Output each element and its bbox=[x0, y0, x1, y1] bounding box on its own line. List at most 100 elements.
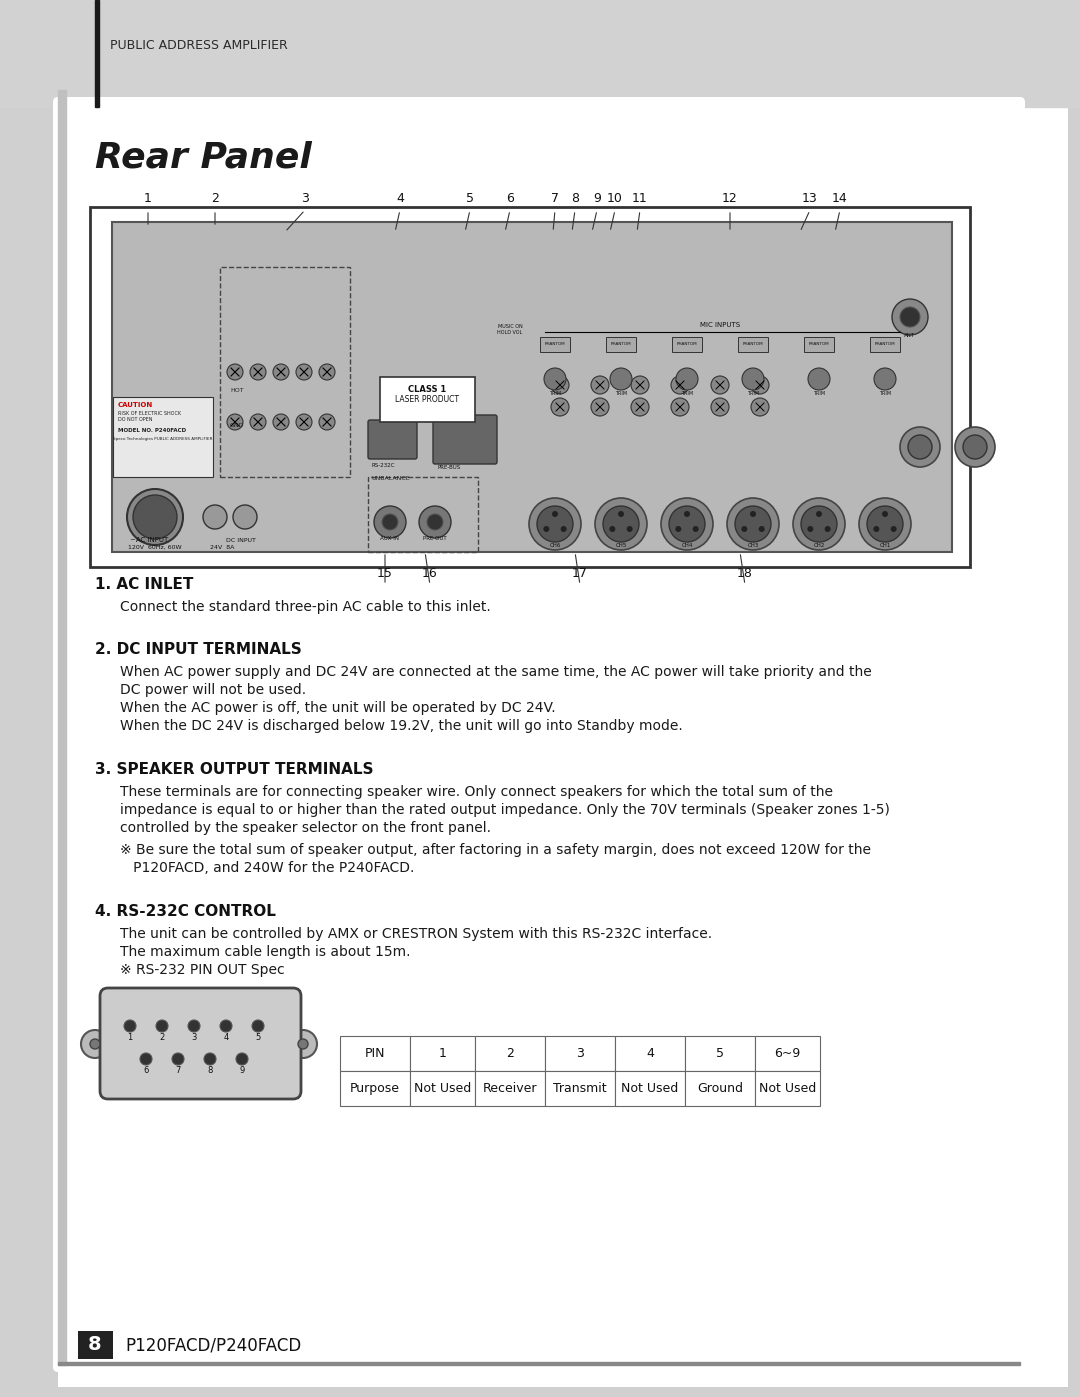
Text: RISK OF ELECTRIC SHOCK: RISK OF ELECTRIC SHOCK bbox=[118, 411, 181, 416]
Circle shape bbox=[808, 527, 813, 532]
Bar bbox=[545, 1037, 615, 1071]
Circle shape bbox=[203, 504, 227, 529]
Text: TRIM: TRIM bbox=[813, 391, 825, 395]
Circle shape bbox=[751, 398, 769, 416]
Circle shape bbox=[124, 1020, 136, 1032]
Text: DC power will not be used.: DC power will not be used. bbox=[120, 683, 306, 697]
Circle shape bbox=[661, 497, 713, 550]
Bar bbox=[368, 476, 478, 552]
Text: 1: 1 bbox=[144, 191, 152, 205]
Bar bbox=[672, 337, 702, 352]
Text: CH4: CH4 bbox=[681, 543, 692, 548]
Circle shape bbox=[741, 527, 747, 532]
Text: CH6: CH6 bbox=[550, 543, 561, 548]
Text: When the AC power is off, the unit will be operated by DC 24V.: When the AC power is off, the unit will … bbox=[120, 701, 555, 715]
Bar bbox=[90, 207, 970, 567]
Circle shape bbox=[675, 527, 681, 532]
Text: 5: 5 bbox=[255, 1032, 260, 1042]
Text: 4: 4 bbox=[224, 1032, 229, 1042]
Bar bbox=[112, 222, 951, 552]
Bar bbox=[540, 337, 570, 352]
Circle shape bbox=[626, 527, 633, 532]
Text: controlled by the speaker selector on the front panel.: controlled by the speaker selector on th… bbox=[120, 821, 491, 835]
Circle shape bbox=[233, 504, 257, 529]
Text: ~AC INPUT: ~AC INPUT bbox=[130, 536, 168, 543]
Text: Connect the standard three-pin AC cable to this inlet.: Connect the standard three-pin AC cable … bbox=[120, 599, 490, 615]
Circle shape bbox=[204, 1053, 216, 1065]
Text: CH1: CH1 bbox=[879, 543, 891, 548]
Circle shape bbox=[252, 1020, 264, 1032]
Text: 5: 5 bbox=[465, 191, 474, 205]
Bar bbox=[606, 337, 636, 352]
Circle shape bbox=[374, 506, 406, 538]
Bar bbox=[685, 1037, 755, 1071]
Text: The maximum cable length is about 15m.: The maximum cable length is about 15m. bbox=[120, 944, 410, 958]
Bar bbox=[113, 397, 213, 476]
Circle shape bbox=[537, 506, 573, 542]
Circle shape bbox=[188, 1020, 200, 1032]
Text: When the DC 24V is discharged below 19.2V, the unit will go into Standby mode.: When the DC 24V is discharged below 19.2… bbox=[120, 719, 683, 733]
Text: MUSIC ON
HOLD VOL: MUSIC ON HOLD VOL bbox=[498, 324, 523, 335]
Bar bbox=[410, 1037, 475, 1071]
Text: ※ RS-232 PIN OUT Spec: ※ RS-232 PIN OUT Spec bbox=[120, 963, 285, 977]
FancyBboxPatch shape bbox=[433, 415, 497, 464]
Bar bbox=[58, 89, 66, 1365]
Circle shape bbox=[669, 506, 705, 542]
Text: 16: 16 bbox=[422, 567, 437, 580]
Text: Receiver: Receiver bbox=[483, 1083, 537, 1095]
Circle shape bbox=[758, 527, 765, 532]
Text: Purpose: Purpose bbox=[350, 1083, 400, 1095]
Text: 4: 4 bbox=[646, 1046, 653, 1060]
Bar bbox=[804, 337, 834, 352]
Text: 3: 3 bbox=[301, 191, 309, 205]
FancyBboxPatch shape bbox=[368, 420, 417, 460]
Text: HOT: HOT bbox=[230, 388, 244, 393]
Circle shape bbox=[874, 527, 879, 532]
Circle shape bbox=[735, 506, 771, 542]
FancyBboxPatch shape bbox=[53, 96, 1025, 1372]
FancyBboxPatch shape bbox=[58, 67, 1068, 1387]
Text: MIC INPUTS: MIC INPUTS bbox=[700, 321, 740, 328]
Circle shape bbox=[692, 527, 699, 532]
Circle shape bbox=[671, 398, 689, 416]
Text: The unit can be controlled by AMX or CRESTRON System with this RS-232C interface: The unit can be controlled by AMX or CRE… bbox=[120, 928, 712, 942]
Circle shape bbox=[319, 414, 335, 430]
Bar bbox=[0, 0, 1080, 108]
Text: TRIM: TRIM bbox=[615, 391, 627, 395]
Circle shape bbox=[900, 427, 940, 467]
Circle shape bbox=[801, 506, 837, 542]
Circle shape bbox=[793, 497, 845, 550]
Text: 1: 1 bbox=[127, 1032, 133, 1042]
Circle shape bbox=[220, 1020, 232, 1032]
Circle shape bbox=[963, 434, 987, 460]
Text: PUBLIC ADDRESS AMPLIFIER: PUBLIC ADDRESS AMPLIFIER bbox=[110, 39, 287, 52]
Bar bbox=[475, 1071, 545, 1106]
Text: Not Used: Not Used bbox=[621, 1083, 678, 1095]
Text: TRIM: TRIM bbox=[549, 391, 562, 395]
Bar bbox=[78, 1331, 113, 1359]
Text: Rear Panel: Rear Panel bbox=[95, 140, 312, 175]
Text: 11: 11 bbox=[632, 191, 648, 205]
Text: AUX IN: AUX IN bbox=[380, 536, 400, 541]
Circle shape bbox=[273, 365, 289, 380]
Text: P120FACD/P240FACD: P120FACD/P240FACD bbox=[125, 1336, 301, 1354]
Text: 4: 4 bbox=[396, 191, 404, 205]
Text: 8: 8 bbox=[207, 1066, 213, 1076]
Text: 4. RS-232C CONTROL: 4. RS-232C CONTROL bbox=[95, 904, 275, 919]
Text: 18: 18 bbox=[737, 567, 753, 580]
Circle shape bbox=[859, 497, 912, 550]
Bar bbox=[220, 267, 350, 476]
Text: 13: 13 bbox=[802, 191, 818, 205]
Text: 3: 3 bbox=[191, 1032, 197, 1042]
Text: 14: 14 bbox=[832, 191, 848, 205]
Bar bbox=[340, 1071, 410, 1106]
Text: 7: 7 bbox=[551, 191, 559, 205]
Circle shape bbox=[727, 497, 779, 550]
Circle shape bbox=[711, 376, 729, 394]
Circle shape bbox=[273, 414, 289, 430]
Text: CLASS 1: CLASS 1 bbox=[408, 386, 446, 394]
Circle shape bbox=[289, 1030, 318, 1058]
Bar bbox=[685, 1071, 755, 1106]
Circle shape bbox=[603, 506, 639, 542]
Circle shape bbox=[133, 495, 177, 539]
